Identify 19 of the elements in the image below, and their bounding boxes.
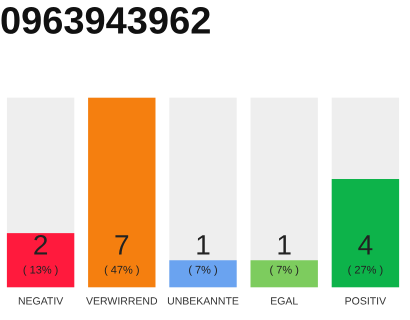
data-label: 1 bbox=[276, 229, 292, 260]
annotation: ( 13% ) bbox=[22, 264, 58, 276]
annotation: ( 47% ) bbox=[104, 264, 140, 276]
x-tick-label: NEGATIV bbox=[18, 296, 64, 308]
data-label: 4 bbox=[358, 229, 374, 260]
x-tick-label: EGAL bbox=[270, 296, 298, 308]
x-tick-label: POSITIV bbox=[344, 296, 386, 308]
bar bbox=[6, 233, 74, 288]
data-label: 2 bbox=[32, 229, 48, 260]
data-label: 1 bbox=[195, 229, 211, 260]
annotation: ( 7% ) bbox=[188, 264, 218, 276]
annotation: ( 7% ) bbox=[270, 264, 299, 276]
x-tick-label: UNBEKANNTE bbox=[167, 296, 239, 308]
x-tick-label: VERWIRREND bbox=[86, 296, 158, 308]
data-label: 7 bbox=[114, 229, 130, 260]
annotation: ( 27% ) bbox=[348, 264, 384, 276]
bar bbox=[169, 260, 237, 288]
chart-title: 0963943962 bbox=[0, 0, 212, 42]
bar bbox=[250, 260, 318, 288]
